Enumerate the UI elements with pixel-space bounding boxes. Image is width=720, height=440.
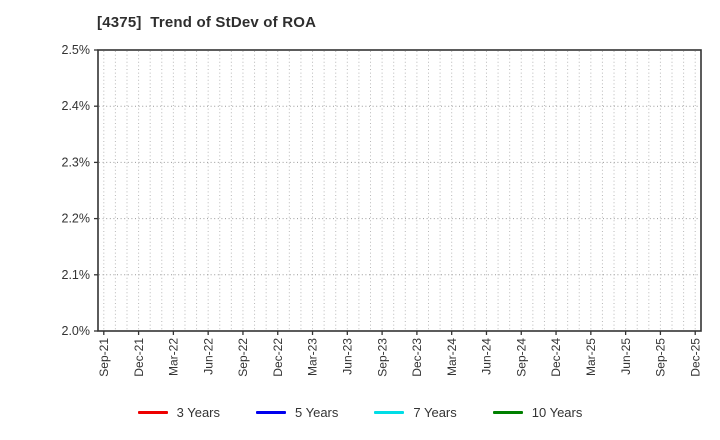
x-tick-label: Mar-23	[306, 338, 320, 376]
x-tick-label: Jun-22	[201, 338, 215, 375]
legend-item: 7 Years	[374, 405, 457, 420]
x-tick-label: Jun-24	[480, 338, 494, 375]
x-tick-label: Sep-22	[236, 338, 250, 377]
chart-title: [4375] Trend of StDev of ROA	[97, 14, 317, 31]
x-tick-label: Dec-21	[132, 338, 146, 377]
plot-frame	[97, 49, 702, 332]
legend-line-swatch	[137, 411, 168, 414]
legend-label: 7 Years	[413, 405, 457, 420]
legend-label: 5 Years	[295, 405, 339, 420]
x-tick-label: Mar-22	[167, 338, 181, 376]
x-tick-label: Dec-24	[549, 338, 563, 377]
legend-item: 10 Years	[492, 405, 583, 420]
x-tick-label: Sep-24	[514, 338, 528, 377]
legend-label: 3 Years	[176, 405, 220, 420]
x-tick-label: Jun-23	[341, 338, 355, 375]
x-tick-label: Jun-25	[619, 338, 633, 375]
x-tick-label: Sep-25	[654, 338, 668, 377]
y-tick-label: 2.4%	[62, 99, 91, 113]
legend-label: 10 Years	[531, 405, 583, 420]
legend-line-swatch	[492, 411, 523, 414]
y-tick-label: 2.0%	[62, 324, 91, 338]
x-tick-label: Sep-23	[375, 338, 389, 377]
legend-line-swatch	[256, 411, 286, 414]
x-tick-label: Dec-23	[410, 338, 424, 377]
legend-line-swatch	[374, 411, 405, 414]
x-tick-label: Dec-22	[271, 338, 285, 377]
y-tick-label: 2.1%	[62, 268, 91, 282]
legend: 3 Years 5 Years 7 Years 10 Years	[0, 405, 720, 420]
y-tick-label: 2.2%	[62, 212, 91, 226]
legend-item: 3 Years	[137, 405, 220, 420]
legend-item: 5 Years	[256, 405, 338, 420]
y-tick-label: 2.5%	[62, 43, 91, 57]
x-tick-label: Sep-21	[97, 338, 111, 377]
x-tick-label: Dec-25	[688, 338, 702, 377]
x-tick-label: Mar-25	[584, 338, 598, 376]
x-tick-label: Mar-24	[445, 338, 459, 376]
y-tick-label: 2.3%	[62, 155, 91, 169]
